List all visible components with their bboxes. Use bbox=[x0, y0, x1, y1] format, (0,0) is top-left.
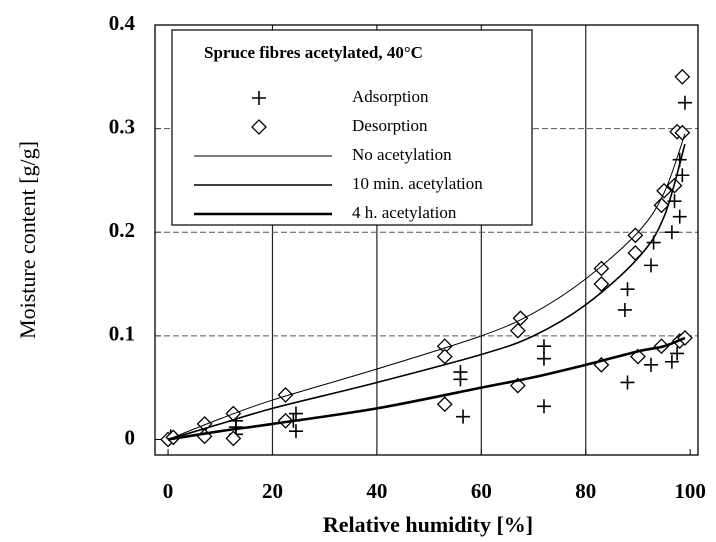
diamond-marker bbox=[656, 182, 672, 199]
legend: Spruce fibres acetylated, 40°C Adsorption… bbox=[171, 29, 533, 226]
legend-title: Spruce fibres acetylated, 40°C bbox=[204, 43, 423, 62]
plus-marker bbox=[620, 375, 635, 390]
diamond-marker bbox=[674, 68, 691, 85]
diamond-marker bbox=[509, 377, 526, 394]
plus-marker bbox=[620, 282, 635, 297]
y-axis-label: Moisture content [g/g] bbox=[15, 141, 40, 339]
x-tick-label: 20 bbox=[262, 479, 283, 503]
diamond-marker bbox=[512, 310, 529, 327]
curve bbox=[167, 336, 686, 441]
x-axis-label: Relative humidity [%] bbox=[323, 512, 533, 537]
diamond-marker bbox=[251, 119, 267, 135]
diamond-marker bbox=[593, 260, 610, 277]
plus-marker bbox=[644, 357, 659, 372]
plus-marker bbox=[288, 406, 303, 421]
plus-marker bbox=[670, 346, 685, 361]
legend-label: 10 min. acetylation bbox=[352, 174, 483, 193]
x-tick-label: 80 bbox=[575, 479, 596, 503]
diamond-marker bbox=[653, 197, 670, 214]
plus-marker bbox=[677, 95, 692, 110]
legend-label: Adsorption bbox=[352, 87, 429, 106]
legend-box bbox=[171, 29, 533, 226]
y-tick-label: 0.1 bbox=[109, 322, 135, 346]
plus-marker bbox=[456, 409, 471, 424]
diamond-marker bbox=[509, 322, 526, 339]
plus-marker bbox=[252, 91, 266, 105]
plus-marker bbox=[288, 424, 303, 439]
curve bbox=[167, 143, 686, 441]
diamond-marker bbox=[277, 386, 294, 403]
plus-marker bbox=[453, 372, 468, 387]
legend-label: 4 h. acetylation bbox=[352, 203, 457, 222]
diamond-marker bbox=[436, 396, 453, 413]
y-tick-label: 0.2 bbox=[109, 218, 135, 242]
curve bbox=[167, 133, 686, 440]
plus-marker bbox=[536, 399, 551, 414]
plot-frame bbox=[154, 24, 699, 456]
diamond-marker bbox=[196, 428, 213, 445]
plus-marker bbox=[617, 302, 632, 317]
legend-label: No acetylation bbox=[352, 145, 452, 164]
plus-marker bbox=[536, 351, 551, 366]
x-tick-label: 40 bbox=[366, 479, 387, 503]
diamond-marker bbox=[627, 245, 644, 261]
y-tick-label: 0 bbox=[125, 425, 136, 449]
plus-marker bbox=[664, 354, 679, 369]
x-tick-label: 100 bbox=[674, 479, 706, 503]
plus-marker bbox=[675, 168, 690, 183]
plus-marker bbox=[536, 339, 551, 354]
x-tick-label: 60 bbox=[471, 479, 492, 503]
plus-marker bbox=[664, 225, 679, 240]
diamond-marker bbox=[436, 348, 453, 365]
x-tick-label: 0 bbox=[163, 479, 174, 503]
legend-label: Desorption bbox=[352, 116, 428, 135]
diamond-marker bbox=[225, 430, 242, 447]
y-tick-label: 0.3 bbox=[109, 114, 135, 138]
diamond-marker bbox=[674, 124, 691, 141]
plus-marker bbox=[644, 258, 659, 273]
plus-marker bbox=[672, 209, 687, 224]
y-tick-label: 0.4 bbox=[109, 11, 136, 35]
diamond-marker bbox=[593, 276, 610, 292]
